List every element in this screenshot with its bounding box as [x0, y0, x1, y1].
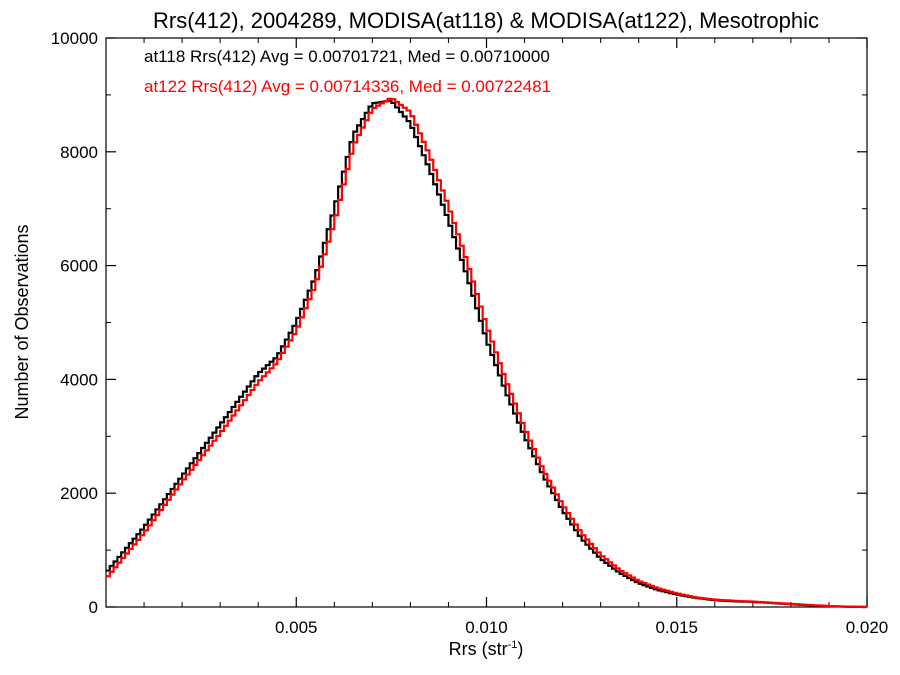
series-line-at122 — [106, 97, 867, 609]
x-tick-label: 0.010 — [465, 618, 508, 637]
x-axis-label-end: ) — [517, 639, 523, 659]
legend-entry-at118: at118 Rrs(412) Avg = 0.00701721, Med = 0… — [144, 47, 550, 66]
chart-title: Rrs(412), 2004289, MODISA(at118) & MODIS… — [153, 8, 819, 33]
x-axis-label: Rrs (str-1) — [449, 639, 524, 659]
x-axis-label-superscript: -1 — [508, 639, 518, 651]
y-tick-label: 0 — [89, 598, 98, 617]
series-line-at118 — [106, 99, 867, 609]
x-tick-label: 0.015 — [655, 618, 698, 637]
x-axis-label-main: Rrs (str — [449, 639, 508, 659]
y-tick-label: 10000 — [51, 29, 98, 48]
y-axis-label: Number of Observations — [12, 224, 32, 419]
x-tick-label: 0.020 — [846, 618, 889, 637]
y-tick-label: 4000 — [60, 370, 98, 389]
legend-entry-at122: at122 Rrs(412) Avg = 0.00714336, Med = 0… — [144, 77, 551, 96]
x-tick-label: 0.005 — [275, 618, 318, 637]
axis-ticks: 0 2000 4000 6000 8000 10000 0.005 0.010 0.015 0.0… — [51, 29, 889, 637]
series-layer — [106, 97, 867, 609]
y-tick-label: 6000 — [60, 257, 98, 276]
y-tick-label: 2000 — [60, 484, 98, 503]
y-tick-label: 8000 — [60, 143, 98, 162]
